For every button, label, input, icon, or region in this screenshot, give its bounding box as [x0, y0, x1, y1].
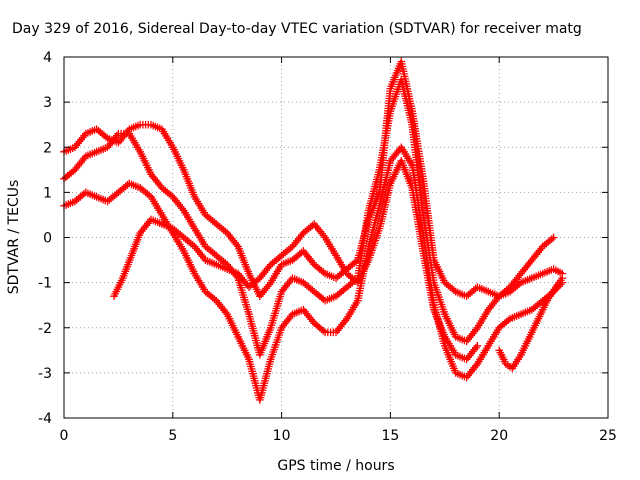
series-line: [63, 146, 563, 401]
y-tick-label: 3: [43, 95, 52, 111]
data-series: [60, 57, 567, 404]
x-tick-label: 25: [599, 428, 617, 444]
x-tick-label: 15: [381, 428, 399, 444]
y-tick-label: -4: [38, 411, 52, 427]
data-point: [473, 341, 482, 350]
x-tick-label: 20: [490, 428, 508, 444]
axis-ticks: [63, 56, 609, 419]
y-tick-label: 0: [43, 231, 52, 247]
y-axis-label: SDTVAR / TECUs: [6, 180, 22, 295]
series-sat-track-4: [110, 156, 482, 364]
chart-title: Day 329 of 2016, Sidereal Day-to-day VTE…: [12, 21, 582, 37]
axis-tick-labels: 0 5 10 15 20 25 -4 -3 -2 -1 0 1 2 3 4: [38, 50, 617, 444]
x-tick-label: 5: [168, 428, 177, 444]
series-sat-track-1: [60, 57, 558, 301]
y-tick-label: -1: [38, 276, 52, 292]
y-tick-label: 4: [43, 50, 52, 66]
series-sat-track-3: [60, 143, 567, 404]
data-point: [549, 233, 558, 242]
x-tick-label: 10: [273, 428, 291, 444]
grid: [64, 57, 608, 418]
data-point: [558, 274, 567, 282]
y-tick-label: 2: [43, 140, 52, 156]
y-tick-label: 1: [43, 185, 52, 201]
x-tick-label: 0: [60, 428, 69, 444]
series-sat-track-5: [495, 274, 567, 373]
y-tick-label: -2: [38, 321, 52, 337]
y-tick-label: -3: [38, 366, 52, 382]
x-axis-label: GPS time / hours: [277, 458, 394, 474]
series-sat-track-2: [60, 75, 567, 359]
